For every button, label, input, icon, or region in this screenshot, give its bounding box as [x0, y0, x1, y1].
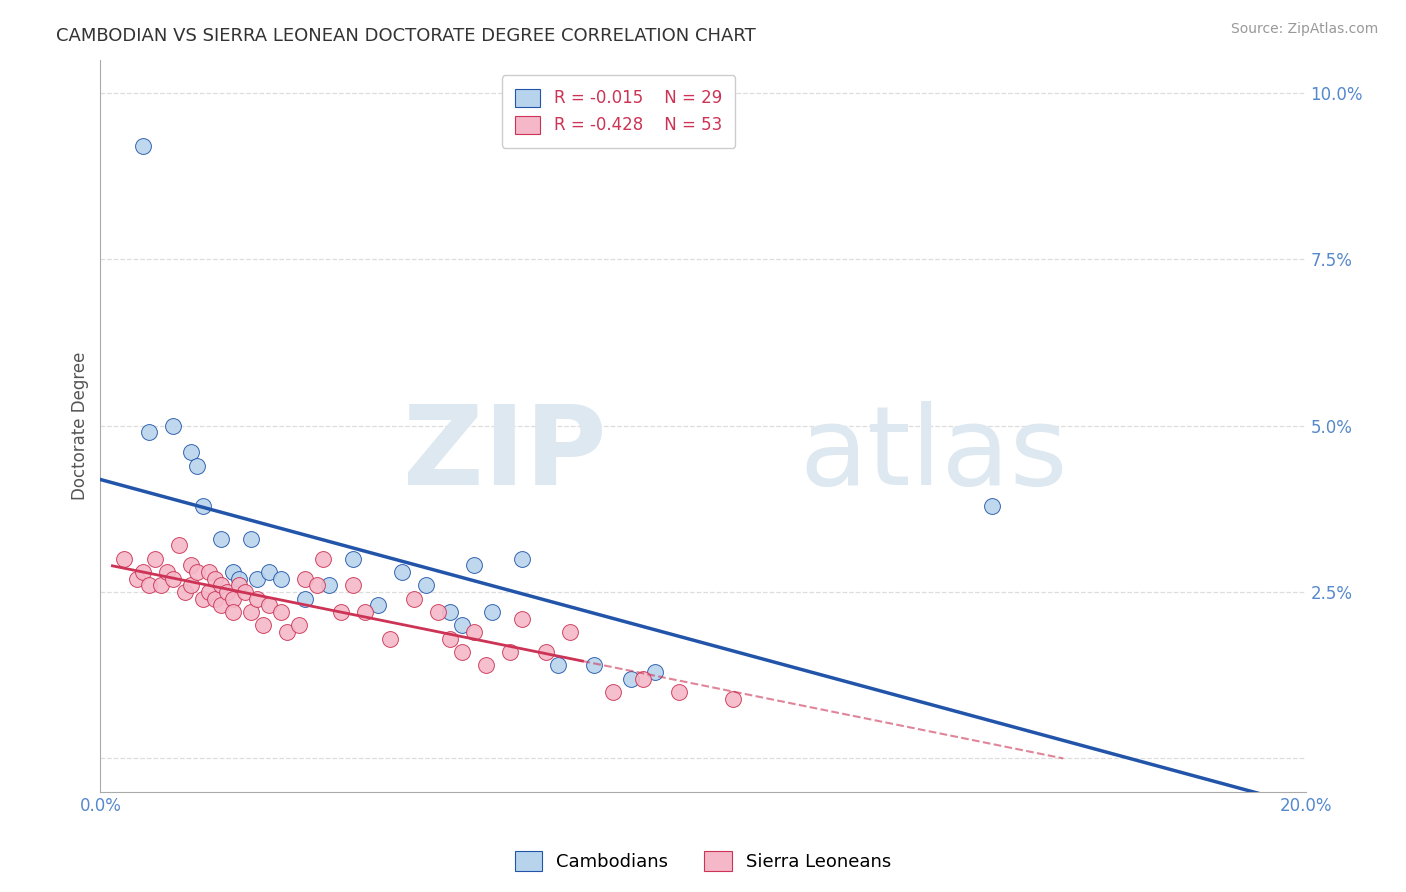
Text: atlas: atlas	[800, 401, 1067, 508]
Point	[288, 618, 311, 632]
Point	[631, 672, 654, 686]
Point	[481, 605, 503, 619]
Point	[228, 572, 250, 586]
Point	[228, 578, 250, 592]
Point	[602, 685, 624, 699]
Point	[222, 591, 245, 606]
Point	[342, 551, 364, 566]
Point	[307, 578, 329, 592]
Point	[981, 499, 1004, 513]
Point	[246, 572, 269, 586]
Point	[167, 538, 190, 552]
Point	[439, 632, 461, 646]
Point	[312, 551, 335, 566]
Point	[204, 591, 226, 606]
Point	[209, 578, 232, 592]
Y-axis label: Doctorate Degree: Doctorate Degree	[72, 351, 89, 500]
Text: Source: ZipAtlas.com: Source: ZipAtlas.com	[1230, 22, 1378, 37]
Point	[162, 572, 184, 586]
Point	[114, 551, 136, 566]
Point	[149, 578, 172, 592]
Point	[475, 658, 498, 673]
Point	[330, 605, 353, 619]
Point	[451, 645, 474, 659]
Point	[246, 591, 269, 606]
Point	[180, 578, 202, 592]
Point	[463, 558, 485, 573]
Point	[215, 585, 238, 599]
Point	[204, 572, 226, 586]
Point	[240, 605, 263, 619]
Point	[222, 605, 245, 619]
Point	[463, 624, 485, 639]
Point	[547, 658, 569, 673]
Point	[131, 139, 153, 153]
Point	[402, 591, 425, 606]
Point	[367, 599, 389, 613]
Point	[391, 565, 413, 579]
Point	[209, 599, 232, 613]
Point	[354, 605, 377, 619]
Point	[721, 691, 744, 706]
Point	[583, 658, 606, 673]
Point	[173, 585, 195, 599]
Point	[294, 572, 316, 586]
Point	[233, 585, 256, 599]
Point	[276, 624, 298, 639]
Point	[439, 605, 461, 619]
Point	[536, 645, 558, 659]
Point	[240, 532, 263, 546]
Point	[125, 572, 148, 586]
Point	[138, 578, 160, 592]
Point	[510, 612, 533, 626]
Point	[138, 425, 160, 440]
Point	[270, 572, 292, 586]
Point	[156, 565, 179, 579]
Point	[499, 645, 522, 659]
Point	[180, 445, 202, 459]
Legend: Cambodians, Sierra Leoneans: Cambodians, Sierra Leoneans	[508, 844, 898, 879]
Point	[270, 605, 292, 619]
Point	[257, 599, 280, 613]
Point	[252, 618, 274, 632]
Legend: R = -0.015    N = 29, R = -0.428    N = 53: R = -0.015 N = 29, R = -0.428 N = 53	[502, 75, 735, 147]
Point	[198, 585, 221, 599]
Point	[451, 618, 474, 632]
Point	[668, 685, 690, 699]
Point	[426, 605, 449, 619]
Text: CAMBODIAN VS SIERRA LEONEAN DOCTORATE DEGREE CORRELATION CHART: CAMBODIAN VS SIERRA LEONEAN DOCTORATE DE…	[56, 27, 756, 45]
Point	[191, 591, 214, 606]
Point	[186, 565, 208, 579]
Point	[318, 578, 340, 592]
Point	[510, 551, 533, 566]
Point	[162, 418, 184, 433]
Point	[143, 551, 166, 566]
Point	[378, 632, 401, 646]
Point	[342, 578, 364, 592]
Point	[620, 672, 643, 686]
Point	[186, 458, 208, 473]
Point	[209, 532, 232, 546]
Text: ZIP: ZIP	[404, 401, 606, 508]
Point	[180, 558, 202, 573]
Point	[131, 565, 153, 579]
Point	[257, 565, 280, 579]
Point	[644, 665, 666, 679]
Point	[294, 591, 316, 606]
Point	[198, 565, 221, 579]
Point	[222, 565, 245, 579]
Point	[415, 578, 437, 592]
Point	[560, 624, 582, 639]
Point	[191, 499, 214, 513]
